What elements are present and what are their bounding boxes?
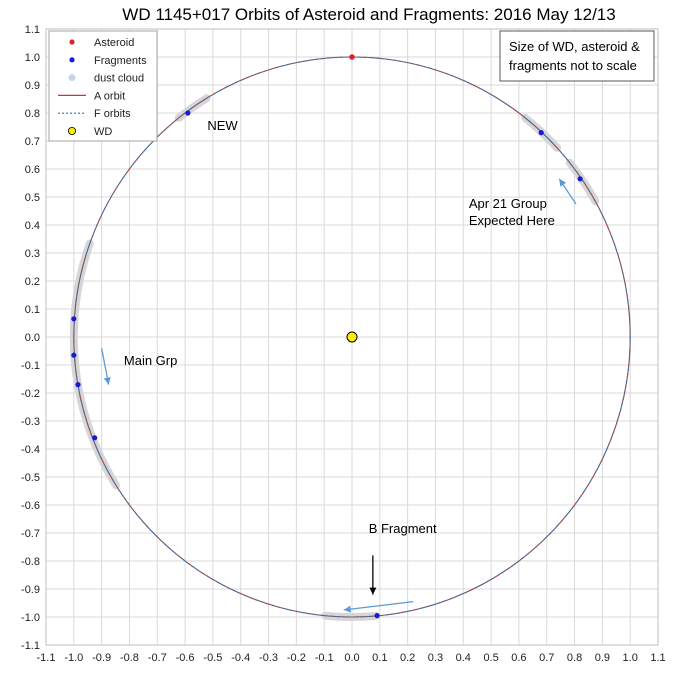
legend-marker [68,74,76,82]
arrow-head [343,605,352,613]
annotation-label: NEW [207,118,238,133]
arrow-shaft [343,600,414,611]
x-tick-label: -0.3 [259,652,278,664]
x-tick-label: -0.4 [231,652,250,664]
x-tick-label: 0.1 [372,652,387,664]
x-axis-ticks: -1.1 -1.0 -0.9 -0.8 -0.7 -0.6 -0.5 -0.4 -0.3 -0.2… [37,652,666,664]
chart-title: WD 1145+017 Orbits of Asteroid and Fragm… [122,5,615,24]
y-tick-label: 0.2 [25,276,40,288]
y-tick-label: -1.1 [21,640,40,652]
x-tick-label: 0.8 [567,652,582,664]
scale-note-line-1: Size of WD, asteroid & [509,39,640,54]
legend: Asteroid Fragments dust cloud A orbit F orbi… [48,30,158,142]
scale-note: Size of WD, asteroid & fragments not to … [499,30,655,82]
x-tick-label: -1.1 [37,652,56,664]
points [71,54,583,619]
y-tick-label: -0.1 [21,360,40,372]
x-tick-label: 0.2 [400,652,415,664]
y-tick-label: -0.8 [21,556,40,568]
annotations: NEW Main Grp B Fragment Apr 21 Group Expecte… [124,118,555,536]
legend-label: WD [94,126,112,138]
legend-label: Fragments [94,55,147,67]
x-tick-label: 0.7 [539,652,554,664]
y-tick-label: 1.0 [25,52,40,64]
wd-point [346,331,358,343]
fragment-point [92,435,98,441]
fragment-point [71,316,77,322]
x-tick-label: 0.9 [595,652,610,664]
plot-area-border [45,28,659,646]
y-tick-label: 0.7 [25,136,40,148]
legend-items: Asteroid Fragments dust cloud A orbit F orbi… [58,37,147,138]
fragment-point [71,352,77,358]
arrows [100,178,577,613]
annotation-label: B Fragment [369,521,437,536]
legend-box [48,30,158,142]
asteroid-point [349,54,355,60]
y-tick-label: -0.2 [21,388,40,400]
legend-label: F orbits [94,108,131,120]
x-tick-label: -0.9 [92,652,111,664]
x-tick-label: 0.5 [483,652,498,664]
y-tick-label: -0.5 [21,472,40,484]
scale-note-box [499,30,655,82]
x-tick-label: 0.6 [511,652,526,664]
fragment-point [185,110,191,116]
arrow-head [103,377,111,385]
legend-marker [68,127,77,136]
x-tick-label: 0.0 [344,652,359,664]
y-tick-label: -0.6 [21,500,40,512]
arrow-head [369,587,377,595]
x-tick-label: 1.0 [623,652,638,664]
x-tick-label: 0.3 [428,652,443,664]
x-tick-label: 1.1 [650,652,665,664]
x-tick-label: 0.4 [456,652,471,664]
y-tick-label: 0.9 [25,80,40,92]
y-tick-label: 1.1 [25,24,40,36]
fragment-point [577,176,583,182]
y-tick-label: 0.3 [25,248,40,260]
y-tick-label: 0.1 [25,304,40,316]
x-tick-label: -0.1 [315,652,334,664]
y-tick-label: 0.6 [25,164,40,176]
legend-label: dust cloud [94,73,144,85]
y-tick-label: 0.8 [25,108,40,120]
y-tick-label: -0.3 [21,416,40,428]
y-tick-label: -0.4 [21,444,40,456]
legend-label: Asteroid [94,37,134,49]
y-tick-label: -0.9 [21,584,40,596]
fragment-point [75,382,81,388]
arrow-head [559,178,567,187]
y-tick-label: 0.0 [25,332,40,344]
fragment-point [374,613,380,619]
x-tick-label: -0.5 [203,652,222,664]
x-tick-label: -0.7 [148,652,167,664]
legend-label: A orbit [94,90,125,102]
x-tick-label: -1.0 [64,652,83,664]
legend-marker [69,39,75,45]
x-tick-label: -0.6 [176,652,195,664]
legend-marker [69,57,75,63]
annotation-label: Main Grp [124,353,177,368]
y-axis-ticks: 1.1 1.0 0.9 0.8 0.7 0.6 0.5 0.4 0.3 0.2 0.1 0.0 -0.1… [21,24,40,652]
annotation-label: Apr 21 Group [469,196,547,211]
x-tick-label: -0.2 [287,652,306,664]
y-tick-label: -0.7 [21,528,40,540]
scale-note-line-2: fragments not to scale [509,58,637,73]
fragment-point [538,130,544,136]
x-tick-label: -0.8 [120,652,139,664]
annotation-label: Expected Here [469,213,555,228]
y-tick-label: -1.0 [21,612,40,624]
y-tick-label: 0.4 [25,220,40,232]
y-tick-label: 0.5 [25,192,40,204]
